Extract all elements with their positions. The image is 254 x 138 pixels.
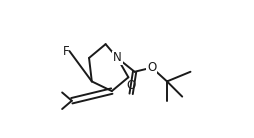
Text: O: O <box>147 61 156 74</box>
Text: F: F <box>63 45 69 58</box>
Text: O: O <box>126 79 136 92</box>
Text: N: N <box>113 51 122 64</box>
